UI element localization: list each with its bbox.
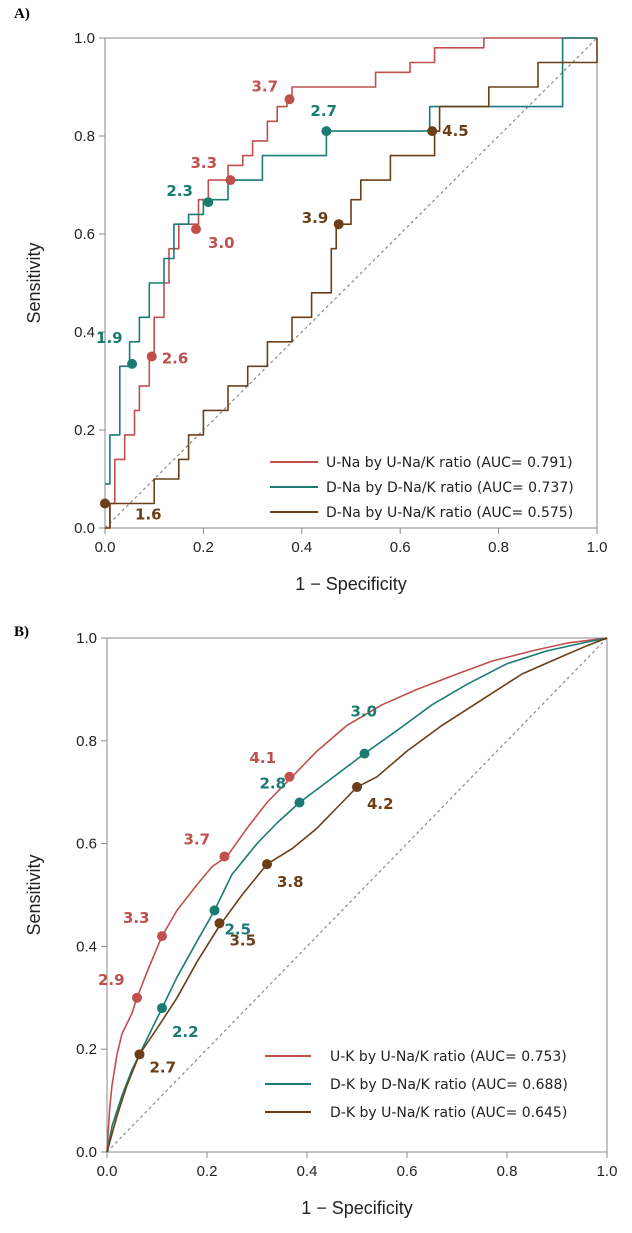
threshold-point (294, 797, 305, 808)
threshold-point (219, 851, 230, 862)
legend-entry: D-Na by D-Na/K ratio (AUC= 0.737) (326, 480, 574, 496)
threshold-label: 3.9 (302, 209, 329, 227)
threshold-label: 4.2 (367, 795, 394, 813)
threshold-label: 2.8 (260, 774, 287, 792)
threshold-point (157, 1003, 167, 1014)
roc-panel-a: 0.0 0.2 0.4 0.6 0.8 1.0 0.0 0.2 0.4 0.6 0.8 1.0 1 − … (24, 30, 607, 594)
threshold-label: 4.5 (442, 122, 469, 140)
y-tick-label: 0.2 (74, 422, 95, 439)
panel-b-label: B) (14, 624, 29, 640)
threshold-point (333, 219, 344, 230)
threshold-point (262, 859, 272, 870)
plot-frame (106, 637, 608, 1153)
threshold-label: 2.9 (98, 971, 125, 989)
y-tick-label: 0.8 (74, 128, 95, 145)
x-axis-title: 1 − Specificity (295, 574, 407, 594)
threshold-point (132, 992, 142, 1003)
threshold-label: 3.7 (252, 77, 279, 95)
threshold-point (191, 224, 202, 235)
threshold-label: 4.1 (250, 749, 277, 767)
roc-panel-b: 0.0 0.2 0.4 0.6 0.8 1.0 0.0 0.2 0.4 0.6 0.8 1.0 1 − … (24, 630, 617, 1218)
y-tick-label: 0.0 (76, 1144, 97, 1161)
x-tick-label: 0.4 (291, 539, 312, 556)
y-tick-label: 0.4 (76, 938, 97, 955)
reference-diagonal (104, 37, 598, 529)
threshold-point (284, 771, 295, 782)
x-tick-label: 1.0 (587, 539, 608, 556)
threshold-label: 2.5 (225, 920, 252, 938)
x-tick-label: 0.6 (390, 539, 411, 556)
threshold-label: 3.8 (277, 873, 304, 891)
threshold-label: 2.2 (172, 1023, 199, 1041)
threshold-point (321, 126, 332, 137)
threshold-point (157, 931, 167, 942)
x-tick-label: 0.4 (297, 1163, 318, 1180)
threshold-label: 2.7 (310, 102, 337, 120)
threshold-point (284, 94, 295, 105)
x-tick-label: 0.0 (95, 539, 116, 556)
roc-curve-series-2 (105, 37, 597, 485)
threshold-point (146, 351, 157, 362)
threshold-point (225, 175, 236, 186)
y-tick-label: 0.8 (76, 733, 97, 750)
y-axis-title: Sensitivity (24, 242, 44, 323)
legend-entry: U-Na by U-Na/K ratio (AUC= 0.791) (326, 455, 573, 471)
x-tick-label: 0.2 (197, 1163, 218, 1180)
x-tick-label: 0.0 (97, 1163, 118, 1180)
x-axis-title: 1 − Specificity (301, 1198, 413, 1218)
threshold-point (359, 748, 370, 759)
legend-entry: D-K by U-Na/K ratio (AUC= 0.645) (330, 1105, 567, 1121)
threshold-label: 3.7 (184, 830, 211, 848)
x-tick-label: 0.8 (488, 539, 509, 556)
y-tick-label: 0.4 (74, 324, 95, 341)
x-tick-label: 0.8 (497, 1163, 518, 1180)
roc-curve-series-1 (105, 37, 597, 529)
y-tick-label: 0.6 (74, 226, 95, 243)
threshold-point (127, 358, 138, 369)
threshold-label: 2.3 (166, 182, 193, 200)
threshold-point (427, 126, 438, 137)
y-tick-label: 0.0 (74, 520, 95, 537)
threshold-label: 2.6 (162, 350, 189, 368)
threshold-label: 3.0 (208, 234, 235, 252)
legend-entry: D-Na by U-Na/K ratio (AUC= 0.575) (326, 505, 573, 521)
y-tick-label: 0.6 (76, 836, 97, 853)
threshold-label: 3.3 (190, 154, 217, 172)
threshold-label: 1.6 (135, 506, 162, 524)
legend-entry: D-K by D-Na/K ratio (AUC= 0.688) (330, 1077, 568, 1093)
y-axis-title: Sensitivity (24, 854, 44, 935)
y-tick-label: 1.0 (76, 630, 97, 647)
threshold-point (134, 1049, 145, 1060)
threshold-label: 3.3 (123, 909, 150, 927)
y-tick-label: 0.2 (76, 1041, 97, 1058)
x-tick-label: 0.2 (193, 539, 214, 556)
threshold-label: 2.7 (150, 1058, 177, 1076)
plot-frame (104, 37, 598, 529)
threshold-label: 3.5 (230, 931, 257, 949)
x-tick-label: 1.0 (597, 1163, 618, 1180)
threshold-label: 1.9 (96, 329, 123, 347)
threshold-point (100, 498, 110, 509)
legend-entry: U-K by U-Na/K ratio (AUC= 0.753) (330, 1049, 567, 1065)
roc-curve-series-3 (105, 38, 598, 529)
threshold-point (209, 905, 220, 916)
threshold-point (203, 197, 214, 208)
threshold-point (214, 918, 225, 929)
y-tick-label: 1.0 (74, 30, 95, 47)
x-tick-label: 0.6 (397, 1163, 418, 1180)
threshold-point (352, 782, 362, 793)
roc-curve-series-3 (106, 637, 608, 1153)
panel-a-label: A) (14, 6, 30, 22)
threshold-label: 3.0 (351, 703, 378, 721)
